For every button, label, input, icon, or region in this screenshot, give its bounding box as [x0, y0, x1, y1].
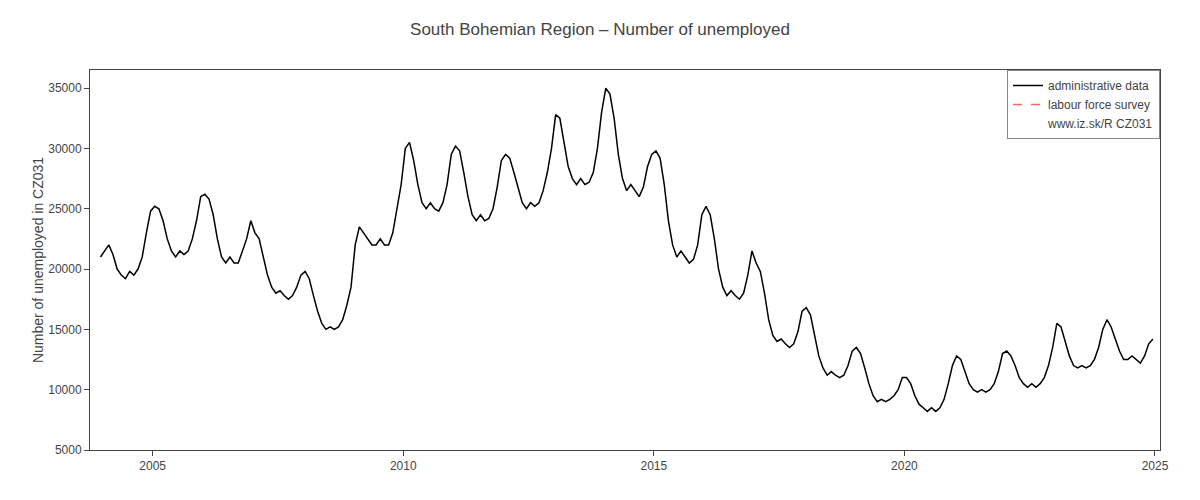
svg-text:South Bohemian Region – Number: South Bohemian Region – Number of unempl…	[410, 20, 790, 39]
svg-text:30000: 30000	[48, 142, 82, 156]
svg-text:2005: 2005	[139, 459, 166, 473]
svg-text:2015: 2015	[640, 459, 667, 473]
svg-text:2025: 2025	[1142, 459, 1169, 473]
svg-text:25000: 25000	[48, 202, 82, 216]
svg-text:20000: 20000	[48, 262, 82, 276]
svg-text:2010: 2010	[390, 459, 417, 473]
svg-text:5000: 5000	[55, 443, 82, 457]
svg-text:administrative data: administrative data	[1048, 79, 1149, 93]
svg-text:2020: 2020	[891, 459, 918, 473]
svg-text:www.iz.sk/R CZ031: www.iz.sk/R CZ031	[1047, 117, 1152, 131]
svg-text:labour force survey: labour force survey	[1048, 98, 1150, 112]
svg-text:35000: 35000	[48, 81, 82, 95]
svg-text:15000: 15000	[48, 323, 82, 337]
svg-text:Number of unemployed in CZ031: Number of unemployed in CZ031	[30, 157, 46, 363]
svg-text:10000: 10000	[48, 383, 82, 397]
